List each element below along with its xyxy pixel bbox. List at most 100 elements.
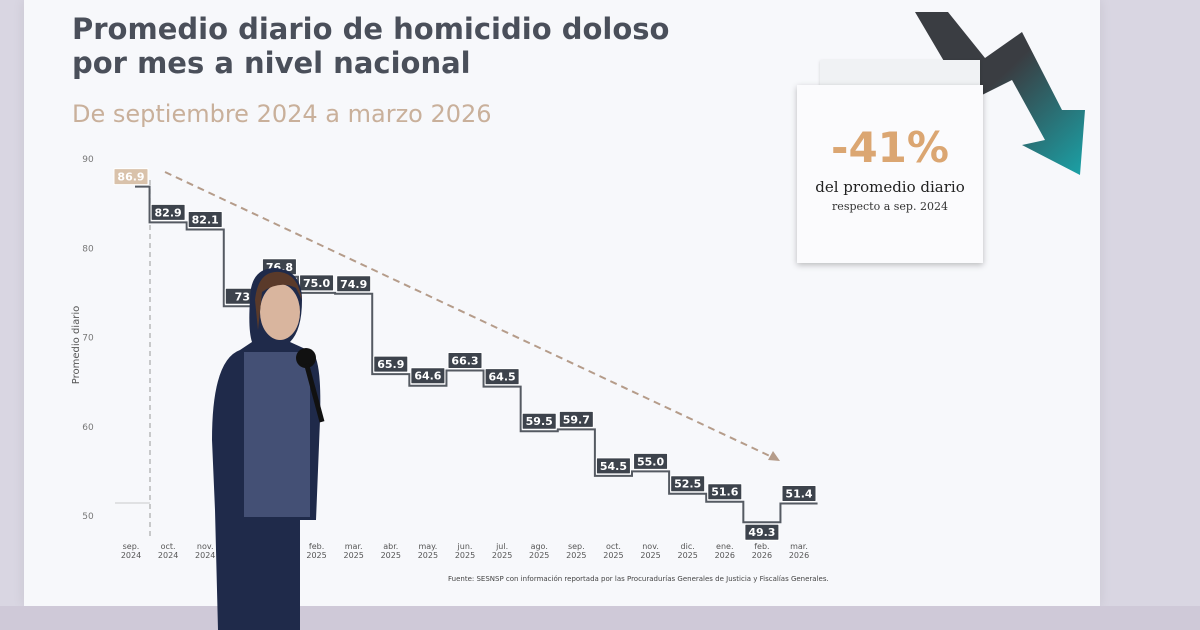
x-tick-month: oct. — [161, 542, 176, 551]
x-tick-label: oct. 2025 — [603, 542, 623, 560]
x-tick-label: sep. 2025 — [566, 542, 586, 560]
data-label: 49.3 — [748, 526, 775, 539]
x-tick-label: nov. 2025 — [640, 542, 660, 560]
x-tick-label: mar. 2025 — [343, 542, 363, 560]
data-label-box — [744, 523, 780, 541]
x-tick-year: 2024 — [195, 551, 215, 560]
data-label-box — [558, 410, 594, 428]
x-tick-label: sep. 2024 — [121, 542, 141, 560]
x-tick-month: nov. — [197, 542, 214, 551]
chart-subtitle: De septiembre 2024 a marzo 2026 — [72, 100, 492, 128]
x-tick-year: 2025 — [455, 551, 475, 560]
x-tick-month: nov. — [642, 542, 659, 551]
x-tick-month: feb. — [309, 542, 324, 551]
y-tick-label: 60 — [82, 423, 94, 433]
x-tick-year: 2025 — [640, 551, 660, 560]
x-tick-year: 2025 — [603, 551, 623, 560]
data-label-box — [707, 483, 743, 501]
y-tick-label: 90 — [82, 155, 94, 165]
data-label-box — [187, 211, 223, 229]
data-label: 51.4 — [785, 488, 812, 501]
y-tick-label: 80 — [82, 244, 94, 254]
down-arrow-icon — [915, 12, 1085, 175]
stage-floor — [0, 606, 1200, 630]
y-tick-label: 70 — [82, 334, 94, 344]
x-tick-year: 2025 — [381, 551, 401, 560]
data-label: 86.9 — [117, 171, 144, 184]
data-label: 66.3 — [451, 355, 478, 368]
data-label: 65.9 — [377, 358, 404, 371]
data-label: 59.7 — [563, 413, 590, 426]
x-tick-month: sep. — [568, 542, 585, 551]
x-tick-label: oct. 2024 — [158, 542, 178, 560]
data-label-box — [521, 412, 557, 430]
data-label: 59.5 — [526, 415, 553, 428]
x-tick-month: mar. — [790, 542, 808, 551]
data-label-box — [150, 203, 186, 221]
data-label: 54.5 — [600, 460, 627, 473]
x-tick-label: dic. 2025 — [677, 542, 697, 560]
presenter-figure — [212, 268, 325, 630]
x-tick-year: 2025 — [677, 551, 697, 560]
x-tick-label: ago. 2025 — [529, 542, 549, 560]
x-tick-label: nov. 2024 — [195, 542, 215, 560]
x-tick-month: ago. — [531, 542, 548, 551]
x-tick-year: 2025 — [418, 551, 438, 560]
data-label: 74.9 — [340, 278, 367, 291]
x-tick-month: sep. — [123, 542, 140, 551]
data-label: 55.0 — [637, 455, 664, 468]
data-label-box — [336, 275, 372, 293]
data-label: 82.9 — [155, 206, 182, 219]
data-label-box — [781, 485, 817, 503]
callout-card: -41% del promedio diario respecto a sep.… — [797, 85, 983, 263]
x-tick-label: abr. 2025 — [381, 542, 401, 560]
data-label-box — [373, 355, 409, 373]
data-label: 52.5 — [674, 478, 701, 491]
data-label: 82.1 — [192, 214, 219, 227]
x-tick-year: 2026 — [789, 551, 809, 560]
y-tick-label: 50 — [82, 512, 94, 522]
data-label: 75.0 — [303, 277, 330, 290]
data-label-box — [113, 168, 149, 186]
x-tick-year: 2025 — [343, 551, 363, 560]
x-tick-label: feb. 2026 — [752, 542, 772, 560]
x-tick-year: 2024 — [121, 551, 141, 560]
data-label: 51.6 — [711, 486, 738, 499]
x-tick-year: 2025 — [529, 551, 549, 560]
data-label-box — [595, 457, 631, 475]
data-label-box — [670, 475, 706, 493]
data-label-box — [299, 274, 335, 292]
data-label-box — [410, 367, 446, 385]
x-tick-month: dic. — [681, 542, 695, 551]
x-tick-month: mar. — [345, 542, 363, 551]
title-line-2: por mes a nivel nacional — [72, 46, 471, 80]
x-tick-year: 2025 — [492, 551, 512, 560]
callout-line-2: respecto a sep. 2024 — [832, 200, 948, 213]
x-tick-label: mar. 2026 — [789, 542, 809, 560]
data-label-box — [633, 452, 669, 470]
x-tick-month: oct. — [606, 542, 621, 551]
callout-value: -41% — [831, 123, 949, 172]
x-tick-year: 2025 — [306, 551, 326, 560]
x-tick-label: may. 2025 — [418, 542, 438, 560]
x-tick-month: jun. — [457, 542, 473, 551]
x-tick-month: ene. — [716, 542, 733, 551]
callout-line-1: del promedio diario — [815, 178, 965, 196]
data-label-box — [447, 352, 483, 370]
x-tick-month: may. — [418, 542, 437, 551]
data-label-box — [484, 368, 520, 386]
x-tick-label: feb. 2025 — [306, 542, 326, 560]
x-tick-year: 2026 — [752, 551, 772, 560]
step-line — [135, 185, 818, 524]
x-tick-label: jul. 2025 — [492, 542, 512, 560]
x-tick-month: jul. — [495, 542, 508, 551]
title-line-1: Promedio diario de homicidio doloso — [72, 12, 670, 46]
source-note: Fuente: SESNSP con información reportada… — [448, 575, 829, 583]
x-tick-month: feb. — [754, 542, 769, 551]
x-tick-year: 2026 — [715, 551, 735, 560]
x-tick-year: 2024 — [158, 551, 178, 560]
y-axis-label: Promedio diario — [71, 306, 82, 384]
data-label: 64.5 — [489, 371, 516, 384]
x-tick-month: abr. — [383, 542, 398, 551]
